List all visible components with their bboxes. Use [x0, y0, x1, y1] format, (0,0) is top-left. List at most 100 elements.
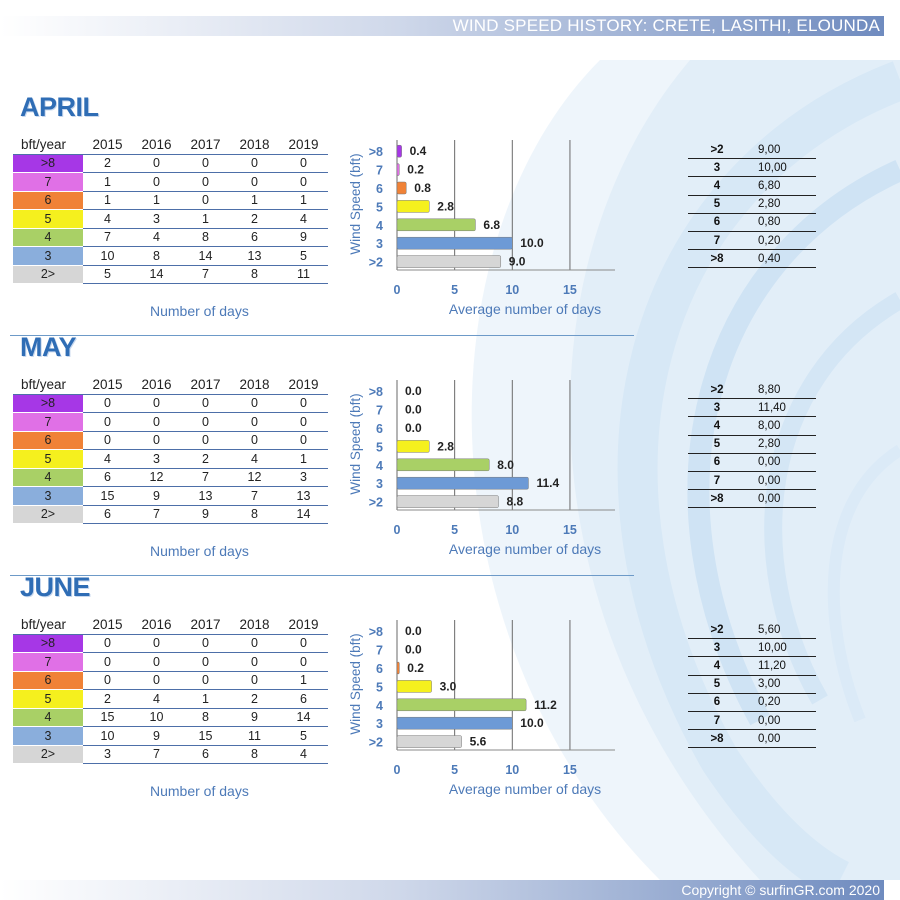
table-row: 2> 5 14 7 8 11: [13, 265, 328, 284]
day-count-cell: 13: [279, 486, 328, 506]
table-row: 5 3,00: [688, 675, 816, 694]
day-count-cell: 9: [230, 708, 279, 727]
day-count-cell: 3: [83, 745, 132, 764]
average-value-cell: 2,80: [746, 435, 816, 454]
month-title: APRIL: [20, 92, 99, 122]
average-value-cell: 2,80: [746, 195, 816, 214]
bar: [396, 144, 402, 158]
bar: [396, 255, 502, 268]
average-value-cell: 0,20: [746, 693, 816, 712]
table-row: 7 0,20: [688, 231, 816, 251]
table-row: >8 0,40: [688, 249, 816, 269]
bft-category-cell: >8: [13, 154, 83, 173]
table-row: 3 15 9 13 7 13: [13, 486, 328, 506]
average-value-cell: 6,80: [746, 176, 816, 196]
table-row: 3 10 8 14 13 5: [13, 246, 328, 266]
table-header-corner: bft/year: [13, 376, 83, 395]
table-row: 6 0,80: [688, 213, 816, 232]
table-row: 5 2,80: [688, 435, 816, 454]
table-row: 2> 3 7 6 8 4: [13, 745, 328, 764]
year-header: 2018: [230, 616, 279, 635]
bar-value-label: 2.8: [437, 439, 454, 453]
day-count-cell: 0: [181, 412, 230, 432]
bar: [396, 236, 513, 250]
day-count-cell: 2: [83, 689, 132, 709]
bar-chart: >8 0.0 7 0.0 6 0.2 5 3.0 4 11.2 3 10.0 >2 5.6 0 5 10 15 Av…: [348, 620, 615, 797]
x-axis-label: Average number of days: [449, 301, 601, 317]
day-count-cell: 0: [230, 412, 279, 432]
day-count-cell: 6: [181, 745, 230, 764]
x-tick-label: 15: [563, 523, 577, 537]
table-caption: Number of days: [150, 543, 249, 559]
day-count-cell: 8: [181, 708, 230, 727]
bar: [396, 218, 476, 232]
x-tick-label: 5: [451, 523, 458, 537]
average-value-cell: 11,20: [746, 656, 816, 676]
day-count-cell: 6: [83, 505, 132, 524]
day-count-cell: 0: [132, 652, 181, 672]
day-count-cell: 8: [230, 265, 279, 284]
x-axis-label: Average number of days: [449, 541, 601, 557]
bar-value-label: 8.8: [506, 495, 523, 509]
day-count-cell: 7: [230, 486, 279, 506]
footer-bar: Copyright © surfinGR.com 2020: [0, 880, 884, 900]
y-tick-label: >8: [369, 385, 383, 399]
table-row: 5 2,80: [688, 195, 816, 214]
y-tick-label: 3: [376, 477, 383, 491]
day-count-cell: 11: [279, 265, 328, 284]
table-row: 6 0,20: [688, 693, 816, 712]
day-count-cell: 1: [279, 671, 328, 690]
day-count-cell: 0: [181, 154, 230, 173]
table-header-corner: bft/year: [13, 616, 83, 635]
bar-value-label: 9.0: [509, 255, 526, 269]
year-header: 2017: [181, 376, 230, 395]
day-count-cell: 0: [132, 634, 181, 653]
bft-category-cell: 4: [13, 468, 83, 487]
day-count-cell: 7: [83, 228, 132, 247]
y-tick-label: >8: [369, 625, 383, 639]
bar-value-label: 0.0: [405, 624, 422, 638]
table-row: >2 8,80: [688, 381, 816, 400]
table-row: >8 2 0 0 0 0: [13, 154, 328, 173]
day-count-cell: 3: [132, 449, 181, 469]
bar: [396, 200, 430, 213]
header-bar: WIND SPEED HISTORY: CRETE, LASITHI, ELOU…: [0, 16, 884, 36]
averages-table: >2 8,80 3 11,40 4 8,00 5 2,80 6 0,00 7 0,00 >8 0,00: [688, 381, 816, 509]
month-title: MAY: [20, 332, 77, 362]
day-count-cell: 0: [181, 652, 230, 672]
day-count-cell: 0: [279, 394, 328, 413]
day-count-cell: 8: [181, 228, 230, 247]
day-count-cell: 6: [279, 689, 328, 709]
y-tick-label: >2: [369, 256, 383, 270]
day-count-cell: 0: [181, 191, 230, 210]
x-tick-label: 0: [394, 283, 401, 297]
average-value-cell: 11,40: [746, 398, 816, 418]
x-tick-label: 10: [505, 523, 519, 537]
year-header: 2017: [181, 616, 230, 635]
bar-value-label: 10.0: [520, 716, 544, 730]
day-count-cell: 3: [132, 209, 181, 229]
bar-value-label: 0.8: [414, 181, 431, 195]
y-tick-label: 3: [376, 237, 383, 251]
day-count-cell: 14: [279, 708, 328, 727]
day-count-cell: 0: [83, 412, 132, 432]
day-count-cell: 7: [181, 468, 230, 487]
day-count-cell: 5: [83, 265, 132, 284]
year-header: 2018: [230, 136, 279, 155]
bar: [396, 476, 529, 490]
day-count-cell: 0: [230, 671, 279, 690]
month-section-april: APRIL bft/year 2015 2016 2017 2018 2019 >8 2 0 0 0 0…: [0, 92, 900, 336]
table-row: 4 11,20: [688, 656, 816, 676]
bft-category-cell: 2>: [13, 745, 83, 764]
day-count-cell: 7: [132, 505, 181, 524]
year-header: 2016: [132, 136, 181, 155]
year-header: 2019: [279, 136, 328, 155]
averages-table: >2 9,00 3 10,00 4 6,80 5 2,80 6 0,80 7 0,20 >8 0,40: [688, 141, 816, 269]
average-bft-cell: >2: [688, 381, 746, 400]
average-value-cell: 0,00: [746, 471, 816, 491]
